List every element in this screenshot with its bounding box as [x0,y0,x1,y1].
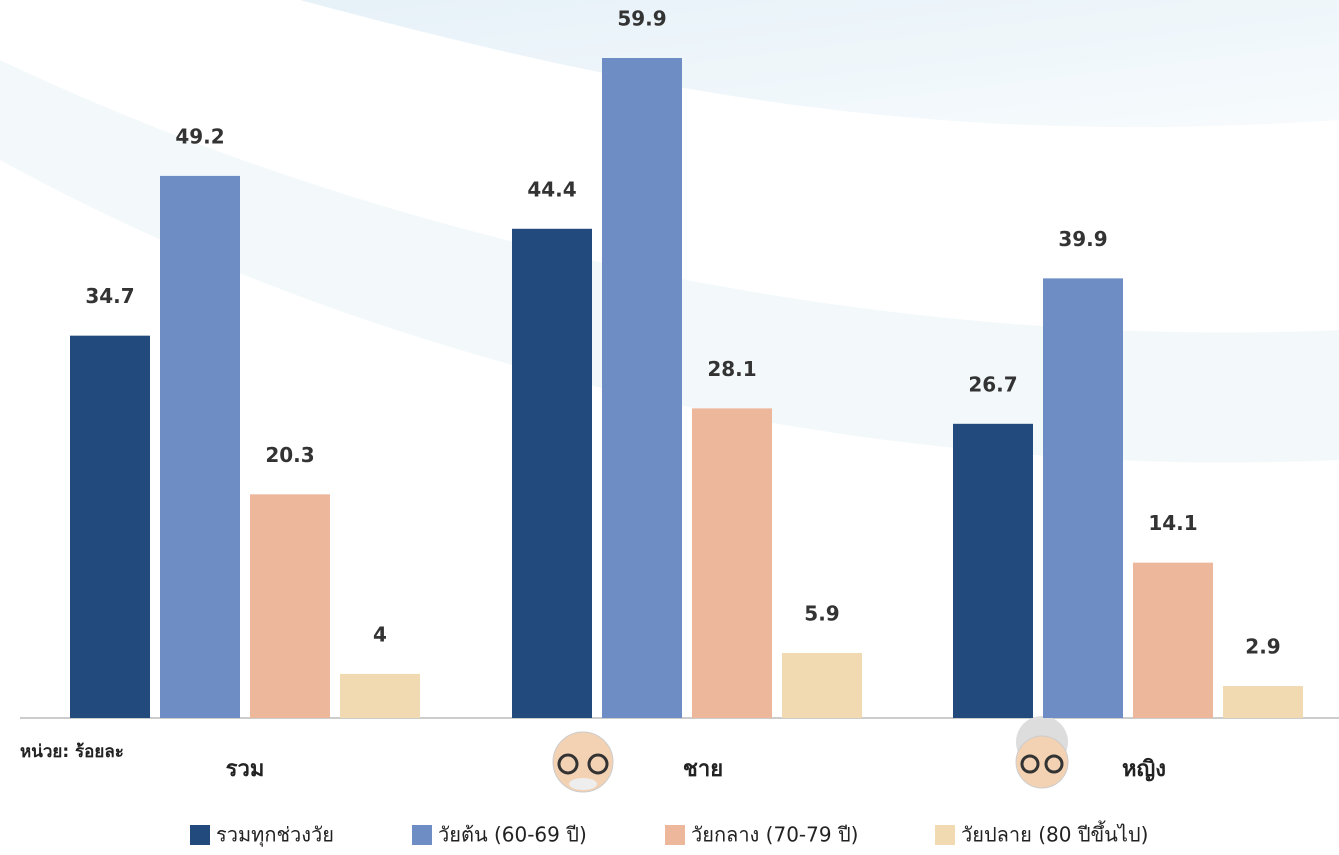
value-label: 14.1 [1148,511,1197,535]
legend-label: รวมทุกช่วงวัย [216,823,334,848]
bar [1133,562,1213,718]
woman-icon [1015,716,1069,789]
value-label: 34.7 [85,284,134,308]
value-label: 5.9 [804,601,839,625]
unit-label: หน่วย: ร้อยละ [20,742,124,762]
man-icon [552,731,614,793]
legend-swatch [665,825,685,845]
value-label: 39.9 [1058,227,1107,251]
value-label: 28.1 [707,357,756,381]
bar [512,228,592,718]
background-swoosh [300,0,1339,128]
bar [782,652,862,718]
value-label: 20.3 [265,443,314,467]
category-label: หญิง [1122,757,1166,782]
bar [692,408,772,718]
legend-swatch [412,825,432,845]
legend-label: วัยต้น (60-69 ปี) [438,823,587,847]
bar [953,423,1033,718]
background-swoosh [0,60,1339,463]
value-label: 49.2 [175,124,224,148]
bar [1043,278,1123,718]
legend-label: วัยปลาย (80 ปีขึ้นไป) [961,821,1148,847]
bar [340,673,420,718]
category-label: รวม [226,757,265,782]
legend-swatch [190,825,210,845]
value-label: 4 [373,622,387,646]
bar [602,58,682,718]
value-label: 2.9 [1245,635,1280,659]
bar [160,175,240,719]
bar [1223,686,1303,718]
legend-swatch [935,825,955,845]
bar [250,494,330,718]
category-label: ชาย [683,757,723,782]
value-label: 59.9 [617,7,666,31]
bar [70,335,150,718]
value-label: 26.7 [968,372,1017,396]
value-label: 44.4 [527,177,576,201]
legend-label: วัยกลาง (70-79 ปี) [691,823,858,847]
